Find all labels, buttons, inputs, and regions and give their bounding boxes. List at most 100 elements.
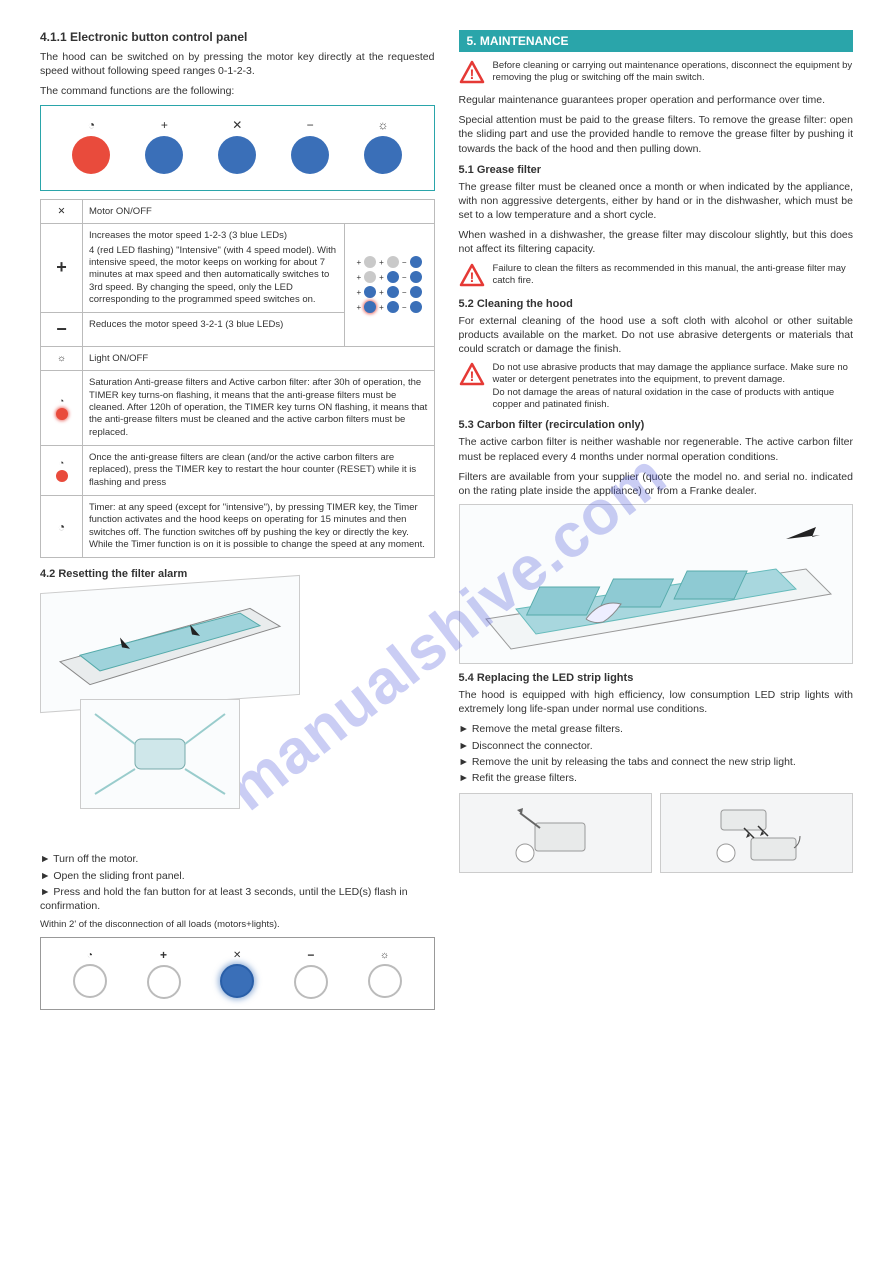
fan-icon: ✕ — [230, 118, 244, 132]
ctrl-minus: − — [291, 118, 329, 174]
cell-reduce-speed: Reduces the motor speed 3-2-1 (3 blue LE… — [83, 313, 345, 347]
section-5-bar: 5. MAINTENANCE — [459, 30, 854, 52]
cell-text: Increases the motor speed 1-2-3 (3 blue … — [89, 230, 287, 241]
led-illustrations — [459, 793, 854, 873]
list-item: ► Open the sliding front panel. — [40, 869, 435, 883]
para-maint-2: Special attention must be paid to the gr… — [459, 113, 854, 156]
ctrl-fan: ✕ — [218, 118, 256, 174]
para-51-1: The grease filter must be cleaned once a… — [459, 180, 854, 223]
ctrl-plus: + — [145, 118, 183, 174]
minus-icon: − — [41, 313, 83, 347]
table-row: ☼ Light ON/OFF — [41, 347, 435, 371]
reset-steps: ► Turn off the motor. ► Open the sliding… — [40, 852, 435, 913]
heading-4-1-1: 4.1.1 Electronic button control panel — [40, 30, 435, 44]
reset-illustration-group — [40, 584, 435, 844]
warning-icon: ! — [459, 60, 485, 87]
table-row: ◔ Saturation Anti-grease filters and Act… — [41, 371, 435, 446]
ctrl-light: ☼ — [364, 118, 402, 174]
clock-icon: ◔ — [41, 495, 83, 557]
svg-text:!: ! — [469, 368, 474, 384]
list-item: ► Remove the unit by releasing the tabs … — [459, 755, 854, 769]
page: 4.1.1 Electronic button control panel Th… — [40, 30, 853, 1010]
speed-led-grid: ++− ++− ++− ++− — [344, 223, 434, 347]
heading-5-4: 5.4 Replacing the LED strip lights — [459, 672, 854, 684]
minus-icon: − — [307, 948, 314, 962]
para-53-1: The active carbon filter is neither wash… — [459, 435, 854, 463]
plus-icon: + — [160, 948, 167, 962]
light-button — [364, 136, 402, 174]
clock-icon: ◔ — [84, 118, 98, 132]
para-52: For external cleaning of the hood use a … — [459, 314, 854, 357]
list-item: ► Turn off the motor. — [40, 852, 435, 866]
hood-open-illustration — [40, 575, 300, 713]
bulb-icon: ☼ — [41, 347, 83, 371]
ctrl-timer: ◔ — [72, 118, 110, 174]
list-item: ► Remove the metal grease filters. — [459, 722, 854, 736]
cell-light-onoff: Light ON/OFF — [83, 347, 435, 371]
para-411-2: The command functions are the following: — [40, 84, 435, 98]
warning-text: Failure to clean the filters as recommen… — [493, 263, 854, 290]
left-column: 4.1.1 Electronic button control panel Th… — [40, 30, 435, 1010]
para-51-2: When washed in a dishwasher, the grease … — [459, 228, 854, 256]
bulb-icon: ☼ — [380, 950, 389, 961]
clock-icon: ◔ — [41, 371, 83, 446]
cell-motor-onoff: Motor ON/OFF — [83, 199, 435, 223]
list-item: ► Disconnect the connector. — [459, 739, 854, 753]
warning-3: ! Do not use abrasive products that may … — [459, 362, 854, 411]
hood-svg — [50, 586, 290, 703]
ctrl-timer: ◔ — [73, 950, 107, 998]
warning-2: ! Failure to clean the filters as recomm… — [459, 263, 854, 290]
svg-text:!: ! — [469, 269, 474, 285]
timer-button — [72, 136, 110, 174]
clock-icon: ◔ — [41, 445, 83, 495]
led-step-2-illustration — [660, 793, 853, 873]
fan-icon: ✕ — [41, 199, 83, 223]
cell-increase-speed: Increases the motor speed 1-2-3 (3 blue … — [83, 223, 345, 313]
table-row: ◔ Timer: at any speed (except for "inten… — [41, 495, 435, 557]
svg-text:!: ! — [469, 66, 474, 82]
button-panel-diagram: ◔ + ✕ − ☼ — [40, 937, 435, 1010]
warning-1: ! Before cleaning or carrying out mainte… — [459, 60, 854, 87]
heading-5-1: 5.1 Grease filter — [459, 164, 854, 176]
heading-5-2: 5.2 Cleaning the hood — [459, 298, 854, 310]
filter-svg — [85, 704, 235, 804]
bulb-icon: ☼ — [376, 118, 390, 132]
carbon-filter-illustration — [459, 504, 854, 664]
warning-text: Before cleaning or carrying out maintena… — [493, 60, 854, 87]
heading-5-3: 5.3 Carbon filter (recirculation only) — [459, 419, 854, 431]
para-maint-1: Regular maintenance guarantees proper op… — [459, 93, 854, 107]
table-row: ✕ Motor ON/OFF — [41, 199, 435, 223]
cell-reset: Once the anti-grease filters are clean (… — [83, 445, 435, 495]
carbon-filter-svg — [476, 509, 836, 659]
cell-saturation: Saturation Anti-grease filters and Activ… — [83, 371, 435, 446]
ctrl-plus: + — [147, 948, 181, 999]
plus-icon: + — [41, 223, 83, 313]
plus-icon: + — [157, 118, 171, 132]
table-row: ◔ Once the anti-grease filters are clean… — [41, 445, 435, 495]
filter-detail-illustration — [80, 699, 240, 809]
table-row: + Increases the motor speed 1-2-3 (3 blu… — [41, 223, 435, 313]
led-step-1-illustration — [459, 793, 652, 873]
intensive-note: 4 (red LED flashing) "Intensive" (with 4… — [89, 245, 338, 307]
minus-button — [291, 136, 329, 174]
cell-timer: Timer: at any speed (except for "intensi… — [83, 495, 435, 557]
ctrl-light: ☼ — [368, 950, 402, 998]
warning-icon: ! — [459, 362, 485, 411]
list-item: ► Refit the grease filters. — [459, 771, 854, 785]
led-steps: ► Remove the metal grease filters. ► Dis… — [459, 722, 854, 785]
ctrl-fan: ✕ — [220, 950, 254, 998]
ctrl-minus: − — [294, 948, 328, 999]
para-53-2: Filters are available from your supplier… — [459, 470, 854, 498]
minus-icon: − — [303, 118, 317, 132]
function-table: ✕ Motor ON/OFF + Increases the motor spe… — [40, 199, 435, 559]
list-item: ► Press and hold the fan button for at l… — [40, 885, 435, 913]
control-panel-diagram: ◔ + ✕ − ☼ — [40, 105, 435, 191]
para-411-1: The hood can be switched on by pressing … — [40, 50, 435, 78]
clock-icon: ◔ — [87, 950, 93, 961]
fan-icon: ✕ — [233, 950, 241, 961]
fan-button — [218, 136, 256, 174]
right-column: 5. MAINTENANCE ! Before cleaning or carr… — [459, 30, 854, 1010]
warning-icon: ! — [459, 263, 485, 290]
warning-text: Do not use abrasive products that may da… — [493, 362, 854, 411]
reset-note: Within 2' of the disconnection of all lo… — [40, 919, 435, 931]
